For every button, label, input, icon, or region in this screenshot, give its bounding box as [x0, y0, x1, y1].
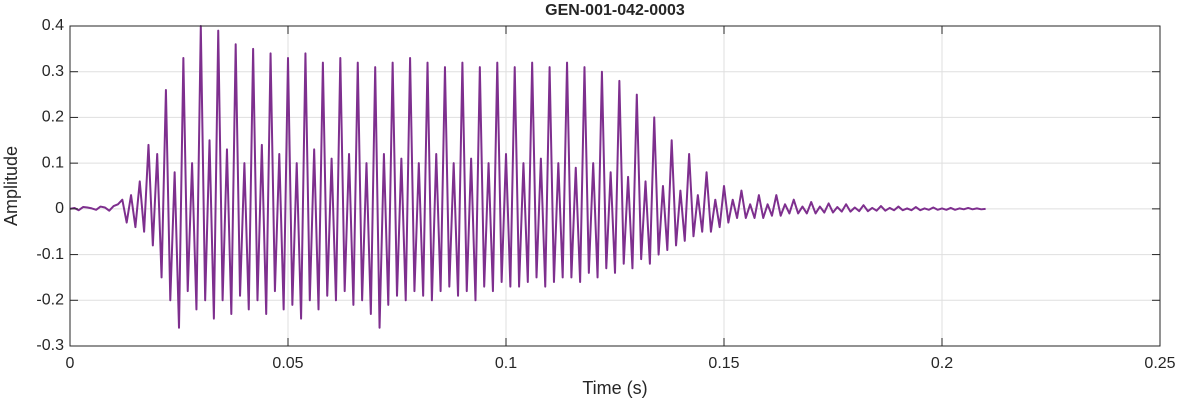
- x-tick-label: 0.2: [931, 355, 953, 372]
- x-axis-label: Time (s): [582, 378, 647, 398]
- x-tick-label: 0.1: [495, 355, 517, 372]
- y-tick-label: 0.2: [42, 109, 64, 126]
- waveform-line: [69, 25, 986, 329]
- y-tick-label: -0.2: [36, 292, 64, 309]
- y-tick-label: -0.1: [36, 246, 64, 263]
- x-tick-label: 0.15: [708, 355, 739, 372]
- chart-title: GEN-001-042-0003: [545, 2, 685, 19]
- y-tick-label: 0.4: [42, 17, 64, 34]
- y-tick-label: -0.3: [36, 337, 64, 354]
- y-axis-label: Amplitude: [1, 146, 21, 226]
- x-tick-label: 0: [66, 355, 75, 372]
- plot: [69, 25, 986, 329]
- axes-box: [69, 25, 1161, 347]
- y-tick-label: 0.3: [42, 63, 64, 80]
- y-tick-label: 0.1: [42, 154, 64, 171]
- x-tick-label: 0.05: [272, 355, 303, 372]
- x-tick-label: 0.25: [1144, 355, 1175, 372]
- y-tick-label: 0: [55, 200, 64, 217]
